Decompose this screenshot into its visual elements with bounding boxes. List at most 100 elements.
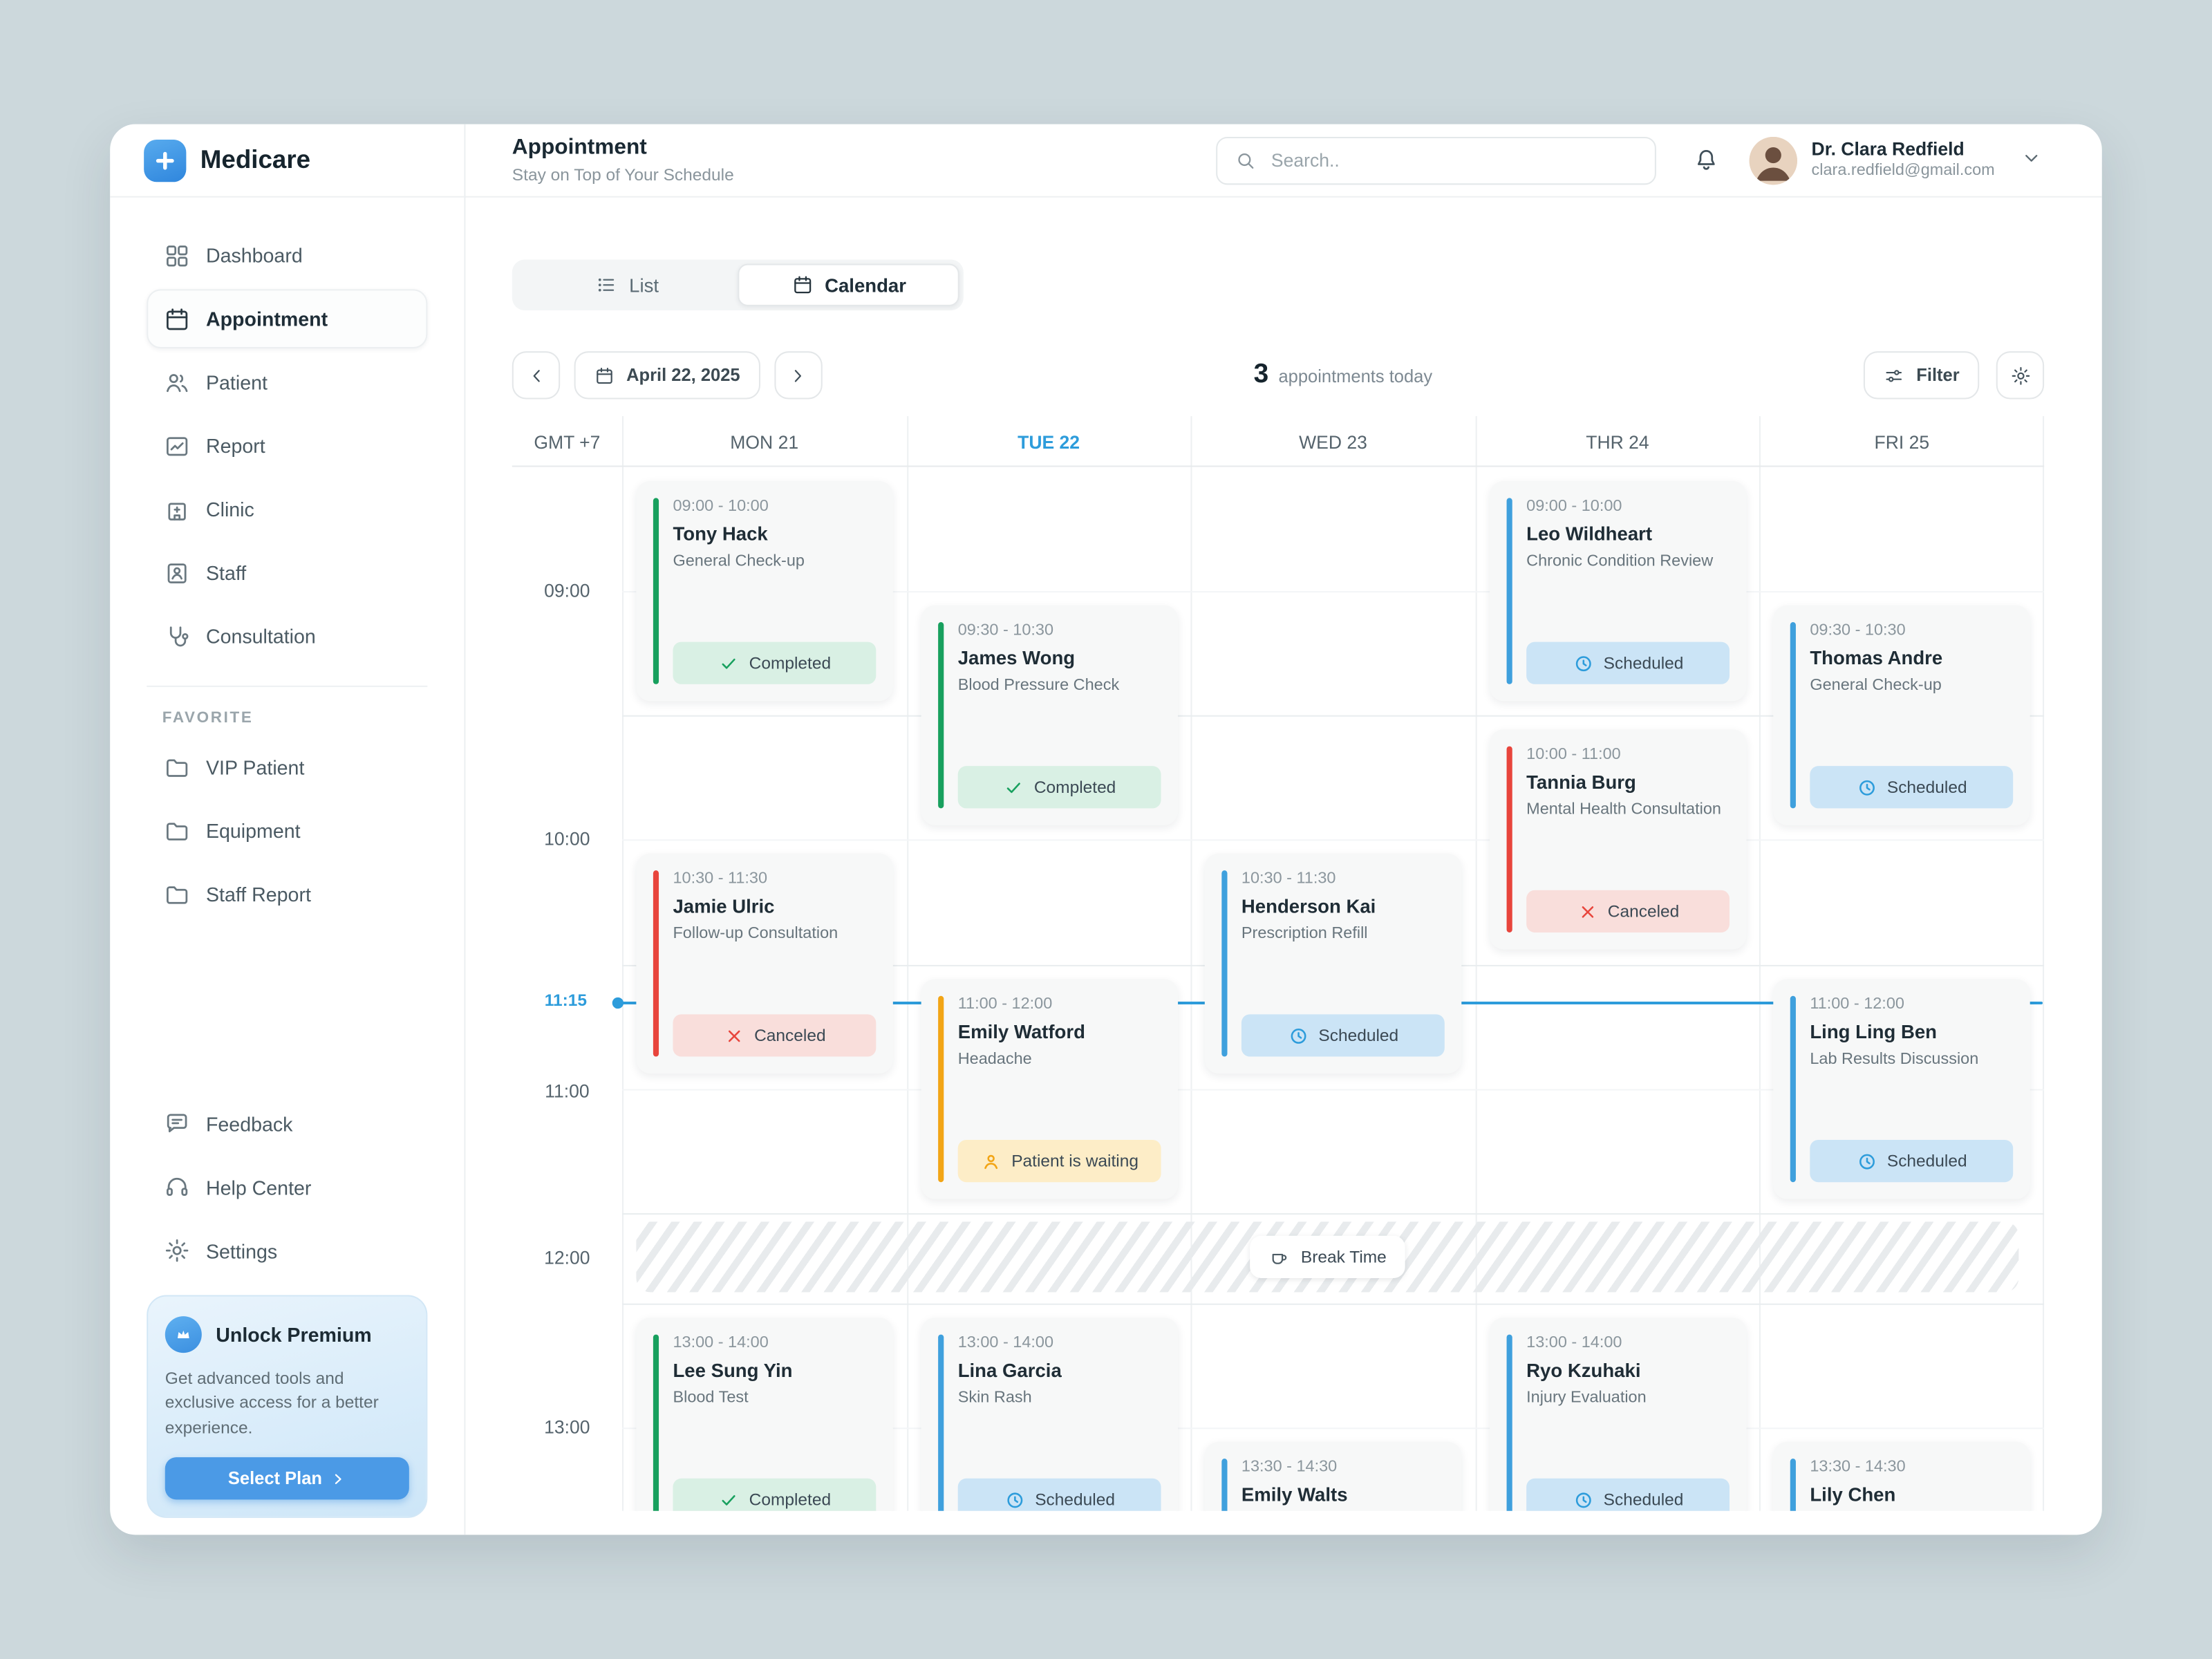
event-card[interactable]: 09:30 - 10:30 James Wong Blood Pressure … [921,605,1179,825]
stethoscope-icon [169,626,189,646]
event-accent-bar [1790,1459,1796,1511]
event-card[interactable]: 10:00 - 11:00 Tannia Burg Mental Health … [1490,729,1747,950]
avatar[interactable] [1749,135,1798,185]
folder-icon [167,885,188,903]
event-card[interactable]: 13:00 - 14:00 Lee Sung Yin Blood Test Co… [636,1318,893,1511]
bell-icon [1697,150,1714,170]
status-label: Completed [1033,777,1116,798]
time-label: 12:00 [544,1247,590,1268]
sidebar-item-consultation[interactable]: Consultation [147,607,427,666]
event-patient-name: Ryo Kzuhaki [1526,1360,1641,1381]
page-title: Appointment [512,135,647,160]
sidebar-item-appointment[interactable]: Appointment [147,289,428,349]
status-label: Scheduled [1603,653,1684,673]
search-icon [1238,152,1254,168]
sidebar-item-staff-report[interactable]: Staff Report [147,865,427,924]
event-card[interactable]: 13:00 - 14:00 Lina Garcia Skin Rash Sche… [921,1318,1179,1511]
date-picker-button[interactable]: April 22, 2025 [574,351,760,400]
page-subtitle: Stay on Top of Your Schedule [512,165,734,185]
event-card[interactable]: 13:30 - 14:30 Emily Walts [1204,1441,1462,1511]
sidebar-item-vip-patient[interactable]: VIP Patient [147,738,427,797]
select-plan-button[interactable]: Select Plan [165,1457,409,1500]
event-card[interactable]: 13:00 - 14:00 Ryo Kzuhaki Injury Evaluat… [1490,1318,1747,1511]
user-email: clara.redfield@gmail.com [1811,162,1995,180]
time-label: 09:00 [544,579,590,601]
notifications-button[interactable] [1682,136,1730,184]
person-icon [984,1154,998,1169]
event-patient-name: Lee Sung Yin [673,1360,793,1381]
event-time: 09:00 - 10:00 [673,498,769,515]
favorites-title: FAVORITE [162,709,254,727]
sidebar-item-staff[interactable]: Staff [147,543,427,603]
status-label: Completed [749,1490,832,1510]
status-badge: Scheduled [1526,1478,1730,1511]
day-header-thr: THR 24 [1586,431,1649,453]
calendar-icon [794,276,811,294]
status-badge: Canceled [673,1014,877,1057]
count-number: 3 [1253,359,1269,390]
event-card[interactable]: 09:00 - 10:00 Leo Wildheart Chronic Cond… [1490,480,1747,702]
event-description: Mental Health Consultation [1526,801,1721,818]
event-description: General Check-up [673,552,805,570]
event-time: 10:00 - 11:00 [1526,746,1621,764]
event-card[interactable]: 09:30 - 10:30 Thomas Andre General Check… [1773,605,2030,825]
event-card[interactable]: 10:30 - 11:30 Jamie Ulric Follow-up Cons… [636,853,893,1074]
event-accent-bar [1790,621,1796,809]
event-time: 09:00 - 10:00 [1526,498,1622,515]
status-badge: Completed [673,1478,877,1511]
sidebar-item-patient[interactable]: Patient [147,353,427,412]
view-tabs: List Calendar [512,259,964,310]
search-input[interactable] [1268,148,1638,172]
status-badge: Patient is waiting [957,1139,1161,1183]
headset-icon [167,1178,188,1197]
event-time: 11:00 - 12:00 [957,995,1053,1013]
status-badge: Scheduled [1810,1139,2014,1183]
staff-badge-icon [167,563,187,583]
tab-list[interactable]: List [516,264,738,306]
sidebar-item-label: Staff [205,561,247,584]
event-card[interactable]: 09:00 - 10:00 Tony Hack General Check-up… [636,480,893,702]
sidebar-item-settings[interactable]: Settings [147,1221,427,1281]
sidebar-item-label: Consultation [205,625,316,648]
filter-button[interactable]: Filter [1864,351,1980,400]
sidebar-item-dashboard[interactable]: Dashboard [147,226,427,285]
clock-icon [1575,1492,1591,1508]
event-card[interactable]: 13:30 - 14:30 Lily Chen [1773,1441,2030,1511]
x-icon [728,1029,740,1042]
event-card[interactable]: 11:00 - 12:00 Ling Ling Ben Lab Results … [1773,979,2030,1199]
next-day-button[interactable] [774,351,822,400]
event-accent-bar [653,870,659,1057]
event-description: General Check-up [1810,677,1942,695]
event-card[interactable]: 10:30 - 11:30 Henderson Kai Prescription… [1204,853,1462,1074]
feedback-icon [167,1114,187,1133]
calendar-settings-button[interactable] [1996,351,2045,400]
event-accent-bar [938,995,944,1183]
status-badge: Scheduled [1241,1014,1445,1057]
event-patient-name: Thomas Andre [1810,647,1943,669]
event-card[interactable]: 11:00 - 12:00 Emily Watford Headache Pat… [921,979,1179,1199]
user-menu-button[interactable] [2017,146,2045,174]
event-patient-name: Lina Garcia [957,1360,1062,1381]
prev-day-button[interactable] [512,351,561,400]
sidebar-item-help-center[interactable]: Help Center [147,1158,427,1217]
status-label: Scheduled [1886,1151,1967,1171]
sidebar-item-clinic[interactable]: Clinic [147,480,427,539]
status-label: Scheduled [1318,1025,1399,1046]
event-description: Blood Pressure Check [957,677,1120,695]
status-label: Scheduled [1035,1490,1115,1510]
list-icon [598,278,615,292]
sidebar-item-equipment[interactable]: Equipment [147,801,427,861]
tab-calendar[interactable]: Calendar [738,263,959,306]
sidebar-item-report[interactable]: Report [147,416,427,476]
calendar: GMT +7 MON 21 TUE 22 WED 23 THR 24 FRI 2… [512,416,2045,1511]
sidebar-item-label: VIP Patient [205,756,305,779]
event-time: 13:30 - 14:30 [1241,1459,1338,1476]
top-header: Appointment Stay on Top of Your Schedule… [465,124,2102,198]
sidebar-item-feedback[interactable]: Feedback [147,1094,427,1154]
premium-description: Get advanced tools and exclusive access … [165,1368,379,1437]
break-time-pill: Break Time [1250,1235,1405,1278]
status-badge: Scheduled [1810,766,2014,809]
event-description: Skin Rash [957,1389,1032,1407]
coffee-cup-icon [1272,1253,1287,1264]
